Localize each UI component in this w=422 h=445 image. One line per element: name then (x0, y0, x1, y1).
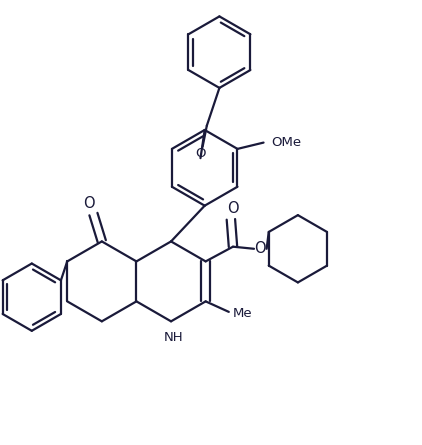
Text: OMe: OMe (271, 136, 301, 149)
Text: O: O (227, 201, 239, 216)
Text: O: O (195, 146, 206, 160)
Text: NH: NH (163, 331, 183, 344)
Text: O: O (84, 196, 95, 211)
Text: Me: Me (233, 307, 253, 320)
Text: O: O (254, 241, 266, 256)
